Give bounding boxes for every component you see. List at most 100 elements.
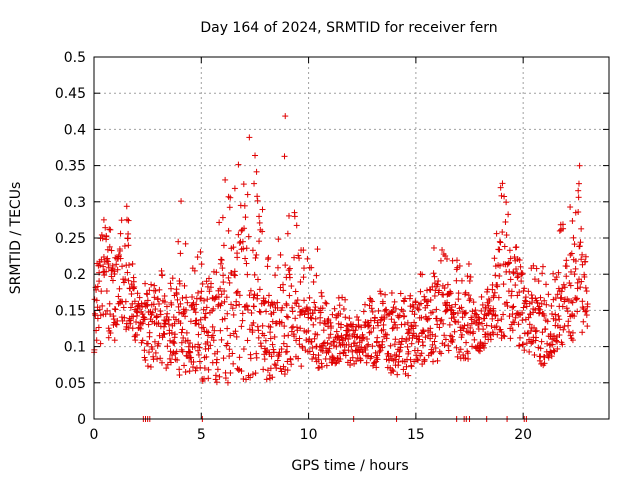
data-point [498,329,505,336]
data-point [156,332,163,339]
data-point [110,316,117,323]
data-point [131,283,138,290]
data-point [179,326,186,333]
data-point [555,312,562,319]
data-point [249,247,256,254]
data-point [337,310,344,317]
chart-title: Day 164 of 2024, SRMTID for receiver fer… [200,20,497,36]
data-point [353,313,360,320]
data-point [233,298,240,305]
data-point [186,340,193,347]
data-point [559,303,566,310]
data-point [284,367,291,374]
data-point [458,304,465,311]
data-point [283,300,290,307]
data-point [241,202,248,209]
data-point [251,180,258,187]
data-point [104,307,111,314]
data-point [274,264,281,271]
data-point [557,324,564,331]
data-point [570,234,577,241]
data-point [550,270,557,277]
data-point [217,285,224,292]
data-point [430,358,437,365]
data-point [134,290,141,297]
data-point [501,243,508,250]
data-point [411,319,418,326]
data-point [492,312,499,319]
data-point [229,305,236,312]
data-point [201,297,208,304]
data-point [238,323,245,330]
data-point [509,327,516,334]
data-point [105,325,112,332]
data-point [463,339,470,346]
data-point [497,262,504,269]
data-point [212,294,219,301]
data-point [310,351,317,358]
data-point [220,355,227,362]
data-point [252,254,259,261]
data-point [358,324,365,331]
data-point [139,320,146,327]
data-point [126,262,133,269]
data-point [323,300,330,307]
data-point [462,291,469,298]
data-point [516,334,523,341]
data-point [272,272,279,279]
data-point [164,343,171,350]
data-point [263,376,270,383]
data-point [94,283,101,290]
data-point [513,266,520,273]
data-point [118,217,125,224]
data-point [455,296,462,303]
data-point [379,300,386,307]
data-point [338,332,345,339]
data-point [125,277,132,284]
data-point [541,297,548,304]
data-point [546,342,553,349]
data-point [342,296,349,303]
data-point [165,316,172,323]
data-point [205,375,212,382]
data-point [95,324,102,331]
data-point [232,328,239,335]
data-point [366,322,373,329]
data-point [240,181,247,188]
data-point [166,337,173,344]
data-point [297,278,304,285]
data-point [569,337,576,344]
data-point [244,191,251,198]
data-point [187,318,194,325]
data-point [106,226,113,233]
data-point [382,291,389,298]
data-point [247,287,254,294]
data-point [445,347,452,354]
data-point [572,265,579,272]
data-point [388,316,395,323]
data-point [230,360,237,367]
data-point [177,300,184,307]
data-point [205,275,212,282]
data-point [561,284,568,291]
data-point [197,295,204,302]
data-point [337,355,344,362]
data-point [484,288,491,295]
data-point [143,301,150,308]
data-point [444,299,451,306]
data-point [296,312,303,319]
data-point [501,193,508,200]
data-point [343,322,350,329]
data-point [141,316,148,323]
data-point [246,326,253,333]
data-point [412,299,419,306]
data-point [183,329,190,336]
data-point [441,342,448,349]
data-point [465,261,472,268]
data-point [525,288,532,295]
data-point [152,287,159,294]
data-point [254,292,261,299]
data-point [224,340,231,347]
data-point [264,263,271,270]
data-point [278,346,285,353]
